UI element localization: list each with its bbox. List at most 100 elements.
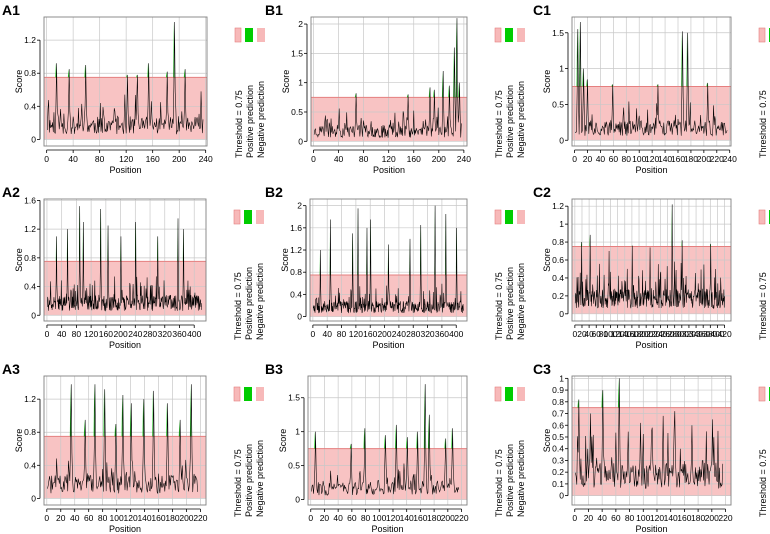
x-tick-label: 0 [311,329,316,339]
x-tick-label: 40 [70,513,80,523]
y-axis-title: Score [14,248,24,272]
panel-b2: 0 40 80 120 160 200 240 280 320 360 400 0 0.4 0.8 1.2 1… [265,184,526,350]
x-tick-label: 200 [179,513,193,523]
x-tick-label: 120 [123,513,137,523]
x-tick-label: 60 [609,154,619,164]
x-tick-label: 160 [363,329,377,339]
x-tick-label: 0 [572,154,577,164]
y-axis-title: Score [14,70,24,94]
legend-negative-swatch [517,387,525,401]
x-tick-label: 120 [645,154,659,164]
y-axis-title: Score [280,248,290,272]
x-axis-title: Position [109,340,141,350]
x-tick-label: 120 [650,513,664,523]
x-tick-label: 240 [199,154,213,164]
y-tick-label: 0.5 [552,99,564,109]
y-tick-label: 1 [559,373,564,383]
legend-threshold-label: Threshold = 0.75 [494,272,504,340]
score-line [312,205,464,314]
legend-negative-label: Negative prediction [516,81,526,158]
y-tick-label: 0.4 [24,101,36,111]
legend-negative-label: Negative prediction [256,81,266,158]
x-tick-label: 240 [128,329,142,339]
y-tick-label: 1.2 [290,245,302,255]
y-tick-label: 0 [559,309,564,319]
legend-positive-swatch [505,28,513,42]
x-tick-label: 100 [632,154,646,164]
y-tick-label: 0.5 [552,432,564,442]
panel-title: B3 [265,361,283,377]
legend-threshold-swatch [758,209,766,225]
plot-frame [309,198,468,322]
x-tick-label: 40 [322,329,332,339]
y-tick-label: 0.8 [24,68,36,78]
y-tick-label: 0.4 [290,289,302,299]
legend-positive-label: Positive prediction [245,85,255,158]
x-tick-label: 80 [337,329,347,339]
y-tick-label: 0 [31,310,36,320]
legend-threshold-swatch [233,386,241,402]
plot-frame [43,16,208,147]
legend-positive-swatch [245,28,253,42]
x-tick-label: 100 [636,513,650,523]
y-tick-label: 2 [298,19,303,29]
y-tick-label: 2 [297,201,302,211]
x-tick-label: 100 [603,329,617,339]
x-tick-label: 80 [359,154,369,164]
x-tick-label: 260 [660,329,674,339]
panel-title: B2 [265,184,283,200]
y-tick-label: 0.1 [552,479,564,489]
x-tick-label: 140 [618,329,632,339]
plot-frame [571,16,732,147]
x-tick-label: 60 [84,513,94,523]
x-tick-label: 200 [432,154,446,164]
y-tick-label: 1 [295,427,300,437]
panel-title: A3 [2,361,20,377]
panel-title: C2 [533,184,551,200]
x-tick-label: 80 [361,513,371,523]
legend-positive-label: Positive prediction [505,85,515,158]
x-tick-label: 120 [84,329,98,339]
x-tick-label: 80 [599,329,609,339]
y-tick-label: 0.8 [24,427,36,437]
y-tick-label: 1.2 [24,394,36,404]
y-tick-label: 0.4 [24,282,36,292]
negative-region [572,407,731,496]
x-tick-label: 360 [696,329,710,339]
x-tick-label: 0 [572,513,577,523]
x-tick-label: 100 [372,513,386,523]
y-tick-label: 0.9 [552,385,564,395]
legend-threshold-swatch [758,27,766,43]
x-tick-label: 40 [596,154,606,164]
x-tick-label: 0 [311,154,316,164]
plot-frame [571,375,732,506]
y-tick-label: 1.2 [552,201,564,211]
positive-peak [656,84,658,87]
x-tick-label: 140 [400,513,414,523]
x-tick-label: 180 [684,154,698,164]
x-tick-label: 400 [187,329,201,339]
x-tick-label: 0 [572,329,577,339]
x-tick-label: 0 [44,513,49,523]
legend-threshold-swatch [494,386,502,402]
x-tick-label: 20 [583,154,593,164]
y-tick-label: 0.8 [24,253,36,263]
score-line [313,18,462,139]
panel-c3: 0 20 40 60 80 100 120 140 160 180 200 220 0 0.1 0.2 0.3… [533,361,770,534]
x-tick-label: 0 [308,513,313,523]
legend-threshold-label: Threshold = 0.75 [494,90,504,158]
x-tick-label: 220 [710,154,724,164]
y-tick-label: 1.6 [24,195,36,205]
x-tick-label: 400 [449,329,463,339]
x-tick-label: 100 [110,513,124,523]
x-tick-label: 200 [697,154,711,164]
x-tick-label: 180 [691,513,705,523]
x-tick-label: 160 [677,513,691,523]
panel-title: A2 [2,184,20,200]
x-tick-label: 340 [689,329,703,339]
score-line [575,22,728,137]
y-tick-label: 0.8 [552,397,564,407]
y-tick-label: 0.6 [552,255,564,265]
x-tick-label: 420 [717,329,731,339]
x-tick-label: 240 [457,154,471,164]
